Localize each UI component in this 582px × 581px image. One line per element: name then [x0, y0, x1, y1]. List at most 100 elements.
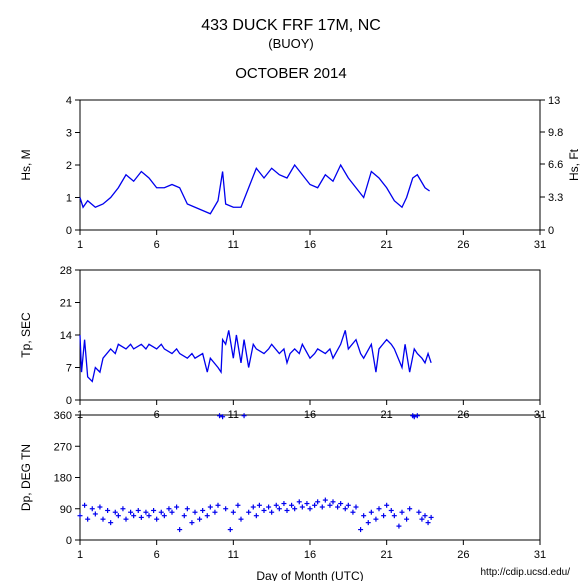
hs-series: [80, 165, 430, 214]
dp-marker: [369, 510, 374, 515]
dp-marker: [335, 505, 340, 510]
panel-hs-ytick-right: 0: [548, 225, 554, 237]
dp-marker: [400, 510, 405, 515]
dp-marker: [262, 508, 267, 513]
dp-marker: [389, 508, 394, 513]
panel-tp-ytick: 28: [60, 265, 72, 277]
dp-marker: [217, 413, 222, 418]
dp-marker: [216, 503, 221, 508]
dp-marker: [361, 513, 366, 518]
dp-marker: [154, 517, 159, 522]
dp-marker: [139, 515, 144, 520]
dp-marker: [354, 505, 359, 510]
dp-marker: [124, 517, 129, 522]
dp-marker: [426, 520, 431, 525]
dp-marker: [182, 513, 187, 518]
dp-marker: [200, 508, 205, 513]
panel-dp-xtick: 26: [457, 549, 469, 561]
panel-dp-xtick: 21: [381, 549, 393, 561]
subtitle: (BUOY): [268, 36, 314, 51]
dp-marker: [404, 517, 409, 522]
panel-hs-xtick: 16: [304, 239, 316, 251]
dp-marker: [297, 499, 302, 504]
panel-hs-xtick: 1: [77, 239, 83, 251]
panel-dp-xtick: 1: [77, 549, 83, 561]
dp-marker: [304, 501, 309, 506]
dp-marker: [281, 501, 286, 506]
panel-hs-frame: [80, 100, 540, 230]
main-title: 433 DUCK FRF 17M, NC: [201, 17, 381, 34]
dp-marker: [331, 499, 336, 504]
dp-marker: [285, 508, 290, 513]
dp-marker: [312, 503, 317, 508]
dp-marker: [358, 527, 363, 532]
dp-marker: [147, 513, 152, 518]
dp-marker: [396, 524, 401, 529]
dp-marker: [228, 527, 233, 532]
dp-marker: [151, 508, 156, 513]
dp-marker: [416, 510, 421, 515]
dp-marker: [208, 505, 213, 510]
dp-marker: [327, 503, 332, 508]
dp-marker: [82, 503, 87, 508]
dp-marker: [266, 505, 271, 510]
dp-marker: [392, 513, 397, 518]
dp-marker: [384, 503, 389, 508]
chart-container: 433 DUCK FRF 17M, NC(BUOY)OCTOBER 201401…: [0, 0, 582, 581]
dp-marker: [85, 517, 90, 522]
dp-marker: [97, 505, 102, 510]
panel-hs-ytick: 0: [66, 225, 72, 237]
dp-marker: [205, 513, 210, 518]
panel-hs-ytick-right: 6.6: [548, 159, 563, 171]
dp-marker: [346, 503, 351, 508]
dp-marker: [93, 511, 98, 516]
dp-marker: [193, 510, 198, 515]
dp-marker: [419, 517, 424, 522]
panel-hs-ytick: 1: [66, 193, 72, 205]
panel-dp-ylabel: Dp, DEG TN: [19, 444, 33, 511]
dp-marker: [174, 505, 179, 510]
panel-hs-xtick: 21: [381, 239, 393, 251]
dp-marker: [289, 503, 294, 508]
panel-tp-ytick: 0: [66, 395, 72, 407]
panel-dp-ytick: 270: [54, 441, 72, 453]
dp-marker: [197, 517, 202, 522]
x-axis-label: Day of Month (UTC): [256, 569, 363, 581]
panel-hs-ytick: 2: [66, 160, 72, 172]
dp-marker: [350, 510, 355, 515]
panel-tp-ytick: 21: [60, 298, 72, 310]
credit-text: http://cdip.ucsd.edu/: [480, 567, 570, 578]
panel-tp-frame: [80, 270, 540, 400]
dp-marker: [343, 506, 348, 511]
dp-marker: [292, 506, 297, 511]
dp-marker: [185, 506, 190, 511]
dp-marker: [320, 505, 325, 510]
tp-series: [80, 330, 431, 381]
panel-dp-xtick: 16: [304, 549, 316, 561]
panel-dp-ytick: 180: [54, 473, 72, 485]
dp-marker: [315, 499, 320, 504]
dp-marker: [242, 413, 247, 418]
dp-marker: [277, 506, 282, 511]
dp-marker: [429, 515, 434, 520]
dp-marker: [407, 506, 412, 511]
panel-dp-ytick: 360: [54, 410, 72, 422]
dp-marker: [274, 503, 279, 508]
dp-marker: [246, 510, 251, 515]
dp-marker: [189, 520, 194, 525]
panel-dp-xtick: 6: [154, 549, 160, 561]
dp-marker: [251, 505, 256, 510]
dp-marker: [212, 510, 217, 515]
dp-marker: [131, 513, 136, 518]
dp-marker: [120, 506, 125, 511]
dp-marker: [377, 506, 382, 511]
dp-marker: [78, 513, 83, 518]
panel-dp-ytick: 90: [60, 504, 72, 516]
dp-marker: [254, 513, 259, 518]
panel-hs-ylabel-right: Hs, Ft: [567, 148, 581, 181]
dp-marker: [113, 510, 118, 515]
dp-marker: [143, 510, 148, 515]
panel-hs-ytick: 4: [66, 95, 72, 107]
dp-marker: [116, 513, 121, 518]
dp-marker: [338, 501, 343, 506]
